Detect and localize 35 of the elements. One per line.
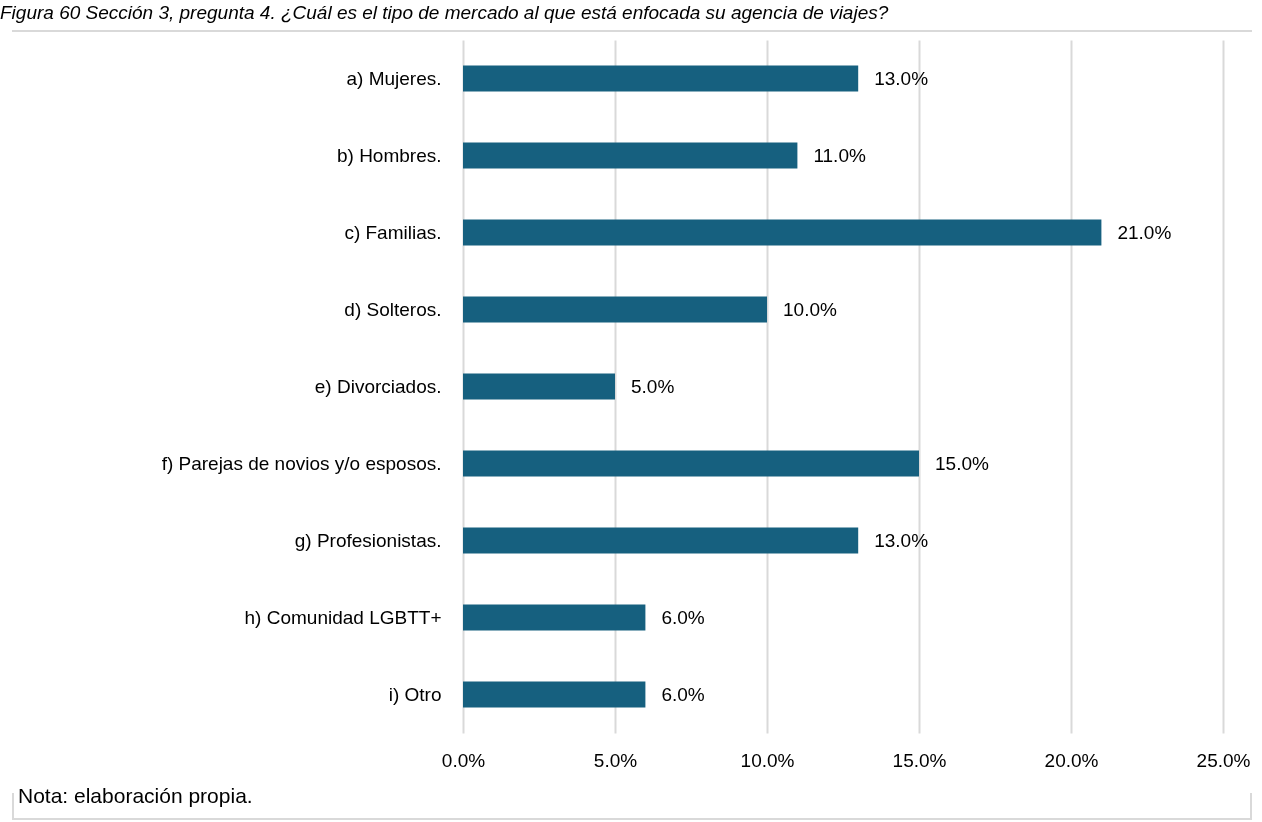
y-tick-label: b) Hombres. — [336, 144, 442, 166]
bar — [463, 142, 798, 169]
data-label: 6.0% — [661, 683, 705, 705]
y-tick-label: e) Divorciados. — [314, 375, 442, 397]
data-label: 13.0% — [874, 529, 929, 551]
bar — [463, 527, 859, 554]
text: Nota: elaboración propia. — [18, 784, 253, 808]
x-tick-label: 5.0% — [593, 749, 638, 771]
data-label: 6.0% — [661, 606, 705, 628]
x-tick-label: 20.0% — [1044, 749, 1099, 771]
bar — [463, 681, 646, 708]
y-tick-label: f) Parejas de novios y/o esposos. — [161, 452, 442, 474]
bar — [463, 373, 615, 400]
data-label: 5.0% — [631, 375, 675, 397]
bar — [463, 450, 919, 477]
bar — [463, 219, 1102, 246]
bar — [463, 296, 767, 323]
data-label: 13.0% — [874, 67, 929, 89]
y-tick-label: c) Familias. — [344, 221, 442, 243]
y-tick-label: a) Mujeres. — [346, 67, 442, 89]
data-label: 21.0% — [1117, 221, 1172, 243]
x-tick-label: 25.0% — [1196, 749, 1251, 771]
data-label: 10.0% — [783, 298, 837, 320]
chart-title: Figura 60 Sección 3, pregunta 4. ¿Cuál es el tipo de mercado al que está enfocada su agencia de viajes? — [0, 2, 889, 24]
y-tick-label: h) Comunidad LGBTT+ — [244, 606, 442, 628]
data-label: 15.0% — [935, 452, 989, 474]
y-tick-label: i) Otro — [388, 683, 442, 705]
y-tick-label: d) Solteros. — [344, 298, 442, 320]
x-tick-label: 0.0% — [441, 749, 486, 771]
x-tick-label: 15.0% — [892, 749, 947, 771]
data-label: 11.0% — [813, 144, 866, 166]
y-tick-label: g) Profesionistas. — [294, 529, 442, 551]
bar — [463, 604, 646, 631]
bar — [463, 65, 859, 92]
x-tick-label: 10.0% — [740, 749, 795, 771]
